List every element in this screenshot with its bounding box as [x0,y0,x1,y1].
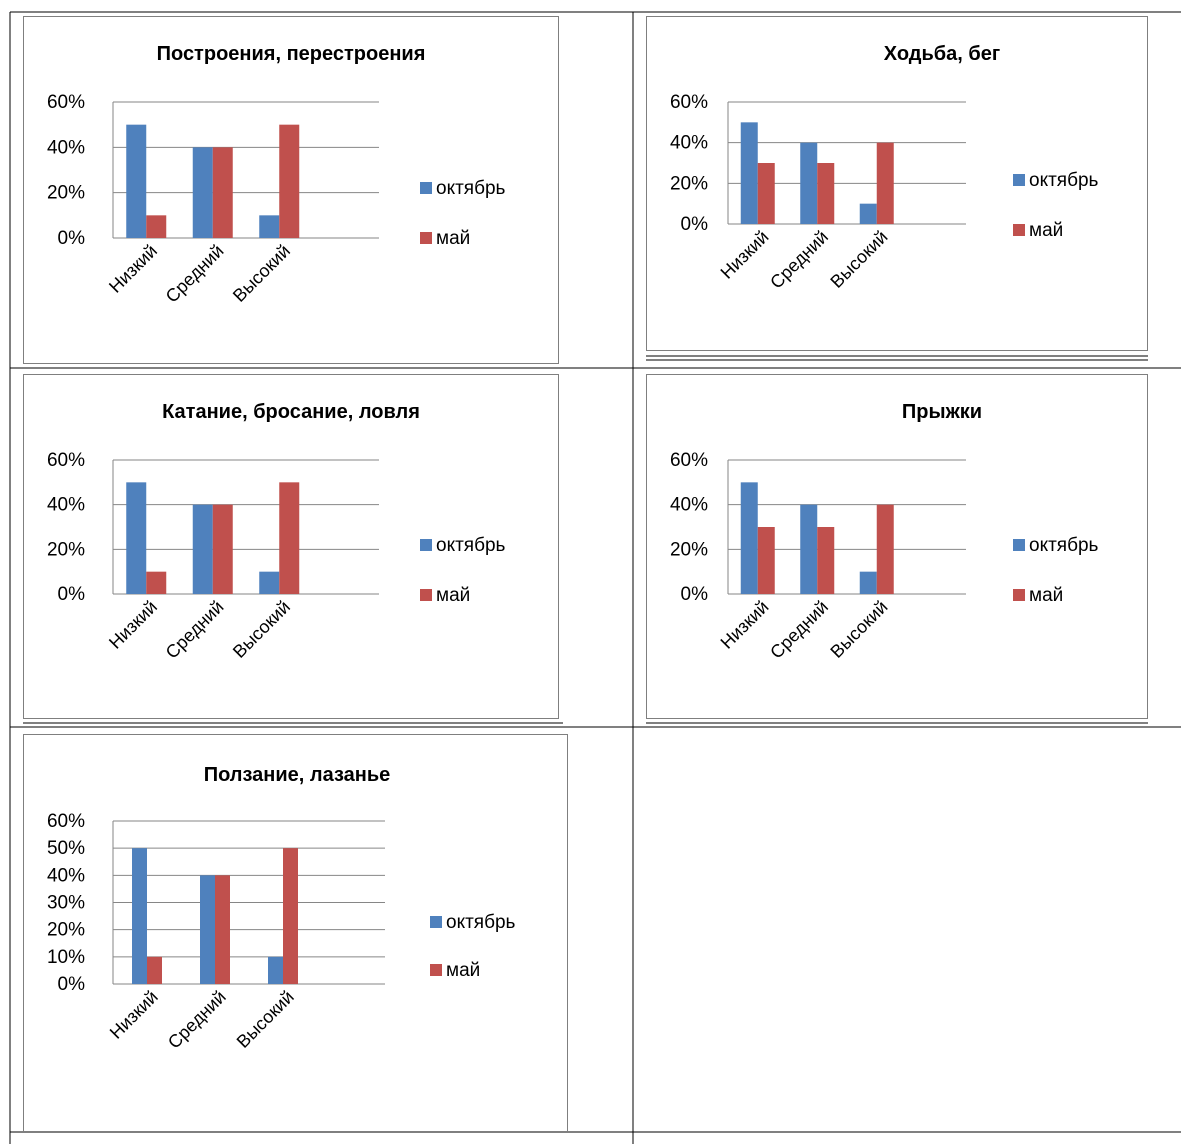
bar-october-1 [192,147,213,238]
legend-label-october: октябрь [1029,170,1099,191]
y-tick-label: 50% [47,838,85,859]
y-tick-label: 0% [681,214,709,235]
y-tick-label: 20% [47,183,85,204]
y-tick-label: 10% [47,947,85,968]
bar-october-1 [800,504,818,594]
y-tick-label: 0% [58,228,86,249]
y-tick-label: 20% [47,539,85,560]
y-tick-label: 40% [670,133,708,154]
y-tick-label: 60% [47,811,85,832]
legend-swatch-may [1013,224,1025,236]
legend-label-october: октябрь [446,912,516,933]
bar-october-0 [126,124,147,238]
bar-may-1 [817,527,835,594]
bar-october-2 [259,571,280,594]
legend-swatch-may [430,964,442,976]
bar-may-1 [817,163,835,224]
bar-may-2 [876,504,894,594]
legend-swatch-october [430,916,442,928]
y-tick-label: 0% [58,974,86,995]
chart-khodba-beg: Ходьба, бег0%20%40%60%НизкийСреднийВысок… [646,16,1148,351]
chart-postroeniya: Построения, перестроения0%20%40%60%Низки… [23,16,559,364]
chart-title: Катание, бросание, ловля [162,401,420,423]
y-tick-label: 60% [47,450,85,471]
y-tick-label: 20% [47,920,85,941]
bar-may-1 [212,504,233,594]
bar-october-1 [200,875,215,984]
bar-october-0 [740,122,758,224]
bar-october-0 [740,482,758,594]
y-tick-label: 20% [670,539,708,560]
bar-october-0 [132,848,147,984]
y-tick-label: 60% [47,92,85,113]
legend-swatch-october [420,182,432,194]
bar-october-1 [192,504,213,594]
bar-october-2 [859,571,877,594]
chart-frame [646,374,1148,719]
legend-label-may: май [436,585,470,606]
bar-may-0 [147,956,162,984]
legend-swatch-october [1013,174,1025,186]
legend-swatch-may [420,232,432,244]
bar-may-0 [757,163,775,224]
chart-title: Построения, перестроения [157,43,426,65]
legend-swatch-may [420,589,432,601]
chart-pryzhki: Прыжки0%20%40%60%НизкийСреднийВысокийокт… [646,374,1148,719]
chart-polzanie: Ползание, лазанье0%10%20%30%40%50%60%Низ… [23,734,568,1132]
bar-october-2 [259,215,280,238]
bar-october-2 [859,203,877,224]
y-tick-label: 60% [670,450,708,471]
legend-label-october: октябрь [1029,535,1099,556]
y-tick-label: 40% [47,865,85,886]
legend-label-october: октябрь [436,535,506,556]
legend-label-may: май [446,960,480,981]
bar-may-2 [283,848,298,984]
y-tick-label: 30% [47,893,85,914]
bar-october-0 [126,482,147,594]
legend-swatch-october [420,539,432,551]
chart-katanie: Катание, бросание, ловля0%20%40%60%Низки… [23,374,559,719]
bar-may-2 [876,142,894,224]
y-tick-label: 0% [58,584,86,605]
bar-may-0 [146,571,167,594]
legend-swatch-october [1013,539,1025,551]
legend-label-october: октябрь [436,178,506,199]
y-tick-label: 60% [670,92,708,113]
bar-may-0 [146,215,167,238]
bar-october-1 [800,142,818,224]
chart-title: Ползание, лазанье [204,764,391,786]
chart-title: Ходьба, бег [884,43,1000,65]
legend-label-may: май [1029,220,1063,241]
y-tick-label: 20% [670,173,708,194]
legend-label-may: май [436,228,470,249]
y-tick-label: 0% [681,584,709,605]
chart-title: Прыжки [902,401,982,423]
bar-may-1 [215,875,230,984]
bar-may-1 [212,147,233,238]
y-tick-label: 40% [47,495,85,516]
bar-may-0 [757,527,775,594]
y-tick-label: 40% [670,495,708,516]
bar-may-2 [279,124,300,238]
legend-label-may: май [1029,585,1063,606]
bar-may-2 [279,482,300,594]
legend-swatch-may [1013,589,1025,601]
bar-october-2 [268,956,283,984]
y-tick-label: 40% [47,137,85,158]
